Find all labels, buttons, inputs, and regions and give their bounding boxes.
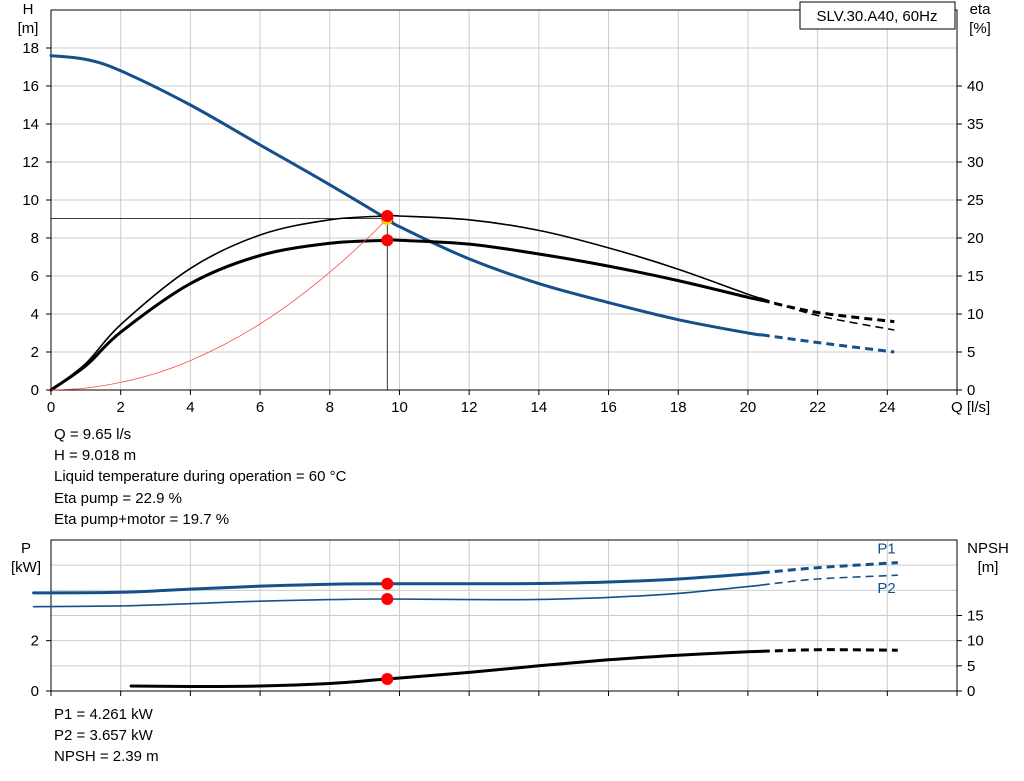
x-tick-label: 14 [531, 399, 548, 416]
x-tick-label: 0 [47, 399, 55, 416]
p2-curve [32, 584, 763, 608]
y-tick-label: 18 [22, 40, 39, 57]
series-0-curve-extrapolated [761, 333, 895, 354]
y-tick-label: 10 [22, 192, 39, 209]
x-tick-label: 24 [879, 399, 896, 416]
x-tick-label: 22 [809, 399, 826, 416]
x-tick-label: 18 [670, 399, 687, 416]
liquid-temperature-text: Liquid temperature during operation = 60… [54, 468, 347, 486]
series-2-curve-extrapolated [761, 298, 895, 324]
legend-label: SLV.30.A40, 60Hz [817, 8, 938, 25]
y2-axis-unit: [m] [978, 559, 999, 576]
npsh-value-text: NPSH = 2.39 m [54, 748, 159, 766]
p1-curve-extrapolated [761, 561, 898, 575]
y2-tick-label: 30 [967, 154, 984, 171]
y-tick-label: 0 [31, 382, 39, 399]
y-tick-label: 14 [22, 116, 39, 133]
y2-tick-label: 35 [967, 116, 984, 133]
x-axis-title: Q [l/s] [951, 399, 990, 416]
y2-tick-label: 40 [967, 78, 984, 95]
y2-axis-unit: [%] [969, 20, 991, 37]
y-tick-label: 0 [31, 683, 39, 700]
x-tick-label: 8 [326, 399, 334, 416]
npsh-curve [129, 649, 764, 689]
y2-axis-title: NPSH [967, 540, 1009, 557]
power-npsh-chart: 0 2 0 5 10 15 P [kW] NPSH [m] P1 P2 [11, 539, 1009, 700]
x-tick-label: 12 [461, 399, 478, 416]
x-tick-label: 16 [600, 399, 617, 416]
y2-tick-label: 0 [967, 382, 975, 399]
y2-tick-label: 15 [967, 608, 984, 625]
y2-tick-label: 20 [967, 230, 984, 247]
eta-pump-text: Eta pump = 22.9 % [54, 489, 182, 507]
y-tick-label: 2 [31, 344, 39, 361]
x-tick-label: 10 [391, 399, 408, 416]
duty-point-marker [381, 592, 394, 605]
y-tick-label: 12 [22, 154, 39, 171]
p2-value-text: P2 = 3.657 kW [54, 727, 153, 745]
y2-axis-title: eta [970, 1, 992, 18]
x-tick-label: 6 [256, 399, 264, 416]
y2-tick-label: 10 [967, 306, 984, 323]
y-tick-label: 4 [31, 306, 39, 323]
duty-point-marker [381, 234, 394, 247]
legend-box [799, 1, 956, 30]
y2-tick-label: 25 [967, 192, 984, 209]
x-tick-label: 4 [186, 399, 194, 416]
flow-value-text: Q = 9.65 l/s [54, 426, 132, 443]
p1-value-text: P1 = 4.261 kW [54, 706, 153, 723]
x-tick-label: 2 [117, 399, 125, 416]
y-tick-label: 2 [31, 633, 39, 650]
eta-pump-motor-text: Eta pump+motor = 19.7 % [54, 510, 230, 528]
power-values: P1 = 4.261 kW P2 = 3.657 kW NPSH = 2.39 … [54, 704, 159, 768]
y-tick-label: 16 [22, 78, 39, 95]
y-axis-title: P [21, 540, 31, 557]
duty-point-values: Q = 9.65 l/s H = 9.018 m Liquid temperat… [54, 424, 346, 530]
series-0-curve [49, 54, 764, 337]
npsh-curve-extrapolated [761, 648, 898, 653]
series-3-curve [50, 218, 388, 391]
duty-point-marker [381, 577, 394, 590]
head-value-text: H = 9.018 m [54, 447, 137, 465]
y2-tick-label: 0 [967, 683, 975, 700]
series-label-p2: P2 [877, 580, 895, 597]
p1-curve [32, 571, 764, 595]
y2-tick-label: 10 [967, 633, 984, 650]
series-label-p1: P1 [877, 541, 895, 558]
y-axis-title: H [23, 1, 34, 18]
y-tick-label: 8 [31, 230, 39, 247]
y2-tick-label: 15 [967, 268, 984, 285]
y-axis-unit: [m] [18, 20, 39, 37]
duty-point-marker [381, 209, 394, 222]
y-axis-unit: [kW] [11, 559, 41, 576]
y2-tick-label: 5 [967, 658, 975, 675]
x-tick-label: 20 [740, 399, 757, 416]
p2-curve-extrapolated [761, 574, 898, 586]
y2-tick-label: 5 [967, 344, 975, 361]
duty-point-marker [381, 672, 394, 685]
y-tick-label: 6 [31, 268, 39, 285]
